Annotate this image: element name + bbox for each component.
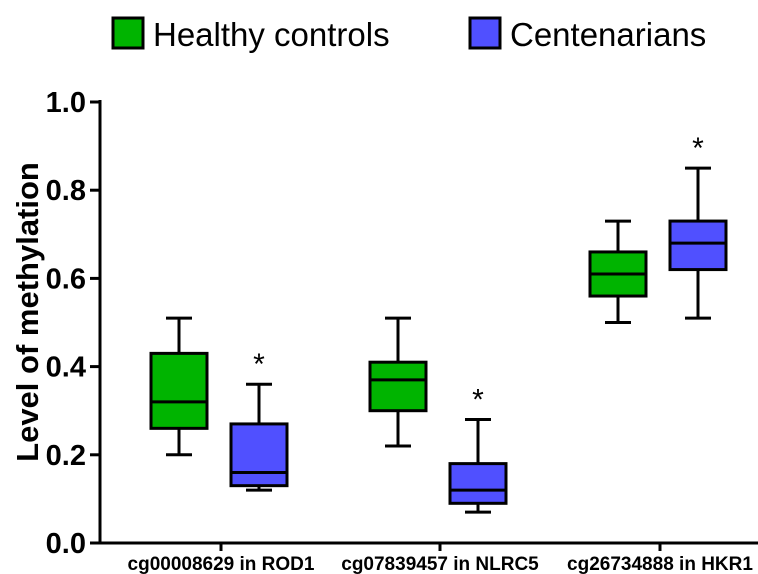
y-tick-label-3: 0.6 xyxy=(46,263,86,295)
box-iqr xyxy=(149,351,209,430)
box-iqr xyxy=(368,360,428,413)
box-1-0: * xyxy=(229,348,289,492)
x-axis: cg00008629 in ROD1 cg07839457 in NLRC5 cg2… xyxy=(98,541,758,574)
box-iqr xyxy=(229,422,289,488)
y-tick-label-2: 0.4 xyxy=(46,352,86,384)
x-tick-label-1: cg07839457 in NLRC5 xyxy=(341,554,539,574)
x-tick-label-2: cg26734888 in HKR1 xyxy=(567,554,753,574)
box-iqr xyxy=(448,462,508,505)
significance-marker: * xyxy=(253,348,265,381)
legend-swatch-1 xyxy=(468,16,502,50)
box-0-1 xyxy=(368,316,428,448)
box-1-1: * xyxy=(448,384,508,514)
x-tick-label-0: cg00008629 in ROD1 xyxy=(128,554,315,574)
legend-swatch-0 xyxy=(111,16,145,50)
legend-label-0: Healthy controls xyxy=(153,16,390,53)
significance-marker: * xyxy=(472,384,484,417)
box-0-2 xyxy=(588,219,648,324)
y-tick-label-0: 0.0 xyxy=(46,528,86,560)
legend-label-1: Centenarians xyxy=(510,16,706,53)
box-1-2: * xyxy=(668,132,728,320)
box-iqr xyxy=(668,219,728,272)
y-tick-label-5: 1.0 xyxy=(46,87,86,119)
y-tick-label-1: 0.2 xyxy=(46,440,86,472)
box-0-0 xyxy=(149,316,209,457)
y-axis-title: Level of methylation xyxy=(10,162,45,462)
legend: Healthy controls Centenarians xyxy=(111,16,706,53)
plot-area: * * * xyxy=(149,132,728,514)
significance-marker: * xyxy=(692,132,704,165)
y-tick-label-4: 0.8 xyxy=(46,175,86,207)
y-axis: 0.0 0.2 0.4 0.6 0.8 1.0 xyxy=(46,87,102,560)
